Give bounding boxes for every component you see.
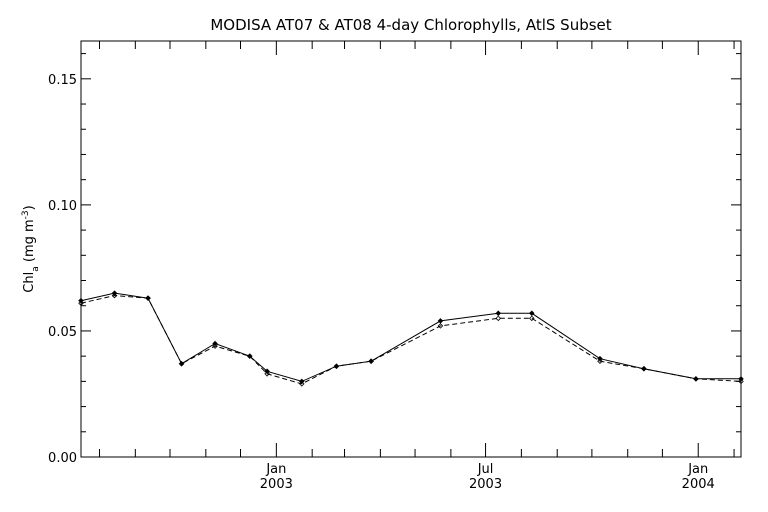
series-dashed-point	[246, 353, 253, 359]
series-dashed-line	[80, 295, 742, 385]
series-dashed-point	[264, 371, 270, 377]
series-dashed-point	[145, 295, 151, 301]
series-dashed-point	[437, 323, 444, 329]
series-dashed-point	[299, 381, 305, 387]
x-tick-label-month: Jan	[687, 462, 708, 477]
plot-frame	[80, 40, 742, 458]
series-dashed-point	[529, 315, 535, 322]
series-solid-point	[178, 360, 185, 367]
series-dashed-point	[368, 358, 374, 364]
series-layer	[78, 290, 744, 387]
y-tick-label: 0.10	[48, 199, 77, 214]
x-tick-label-month: Jan	[265, 462, 286, 477]
series-solid-point	[437, 318, 444, 324]
y-tick-label: 0.15	[48, 73, 77, 88]
series-dashed-point	[738, 378, 744, 385]
series-dashed-point	[178, 360, 185, 367]
series-dashed-point	[495, 315, 502, 322]
series-dashed-point	[111, 292, 118, 299]
y-axis-label-superscript: -3	[21, 210, 31, 219]
y-axis-label-units: (mg m	[22, 219, 37, 266]
x-tick-label-year: 2003	[260, 477, 293, 492]
chart-title: MODISA AT07 & AT08 4-day Chlorophylls, A…	[210, 16, 611, 34]
y-axis-label-subscript: a	[31, 266, 41, 272]
x-tick-label-year: 2004	[682, 477, 715, 492]
series-dashed-point	[333, 363, 340, 370]
x-tick-label-month: Jul	[477, 462, 494, 477]
series-dashed-point	[78, 300, 84, 306]
y-axis-label: Chla (mg m-3)	[21, 205, 41, 292]
series-dashed-point	[641, 365, 647, 372]
series-dashed-point	[597, 358, 603, 364]
y-tick-label: 0.00	[48, 451, 77, 466]
series-solid-point	[495, 310, 502, 317]
x-tick-label-year: 2003	[469, 477, 502, 492]
y-tick-label: 0.05	[48, 325, 77, 340]
series-dashed-point	[212, 343, 218, 349]
series-solid-point	[529, 310, 535, 317]
series-dashed-point	[693, 376, 699, 382]
y-axis-label-main: Chl	[22, 272, 37, 293]
y-axis: 0.00 0.05 0.10 0.15	[48, 53, 741, 466]
y-axis-label-units-close: )	[22, 205, 37, 210]
